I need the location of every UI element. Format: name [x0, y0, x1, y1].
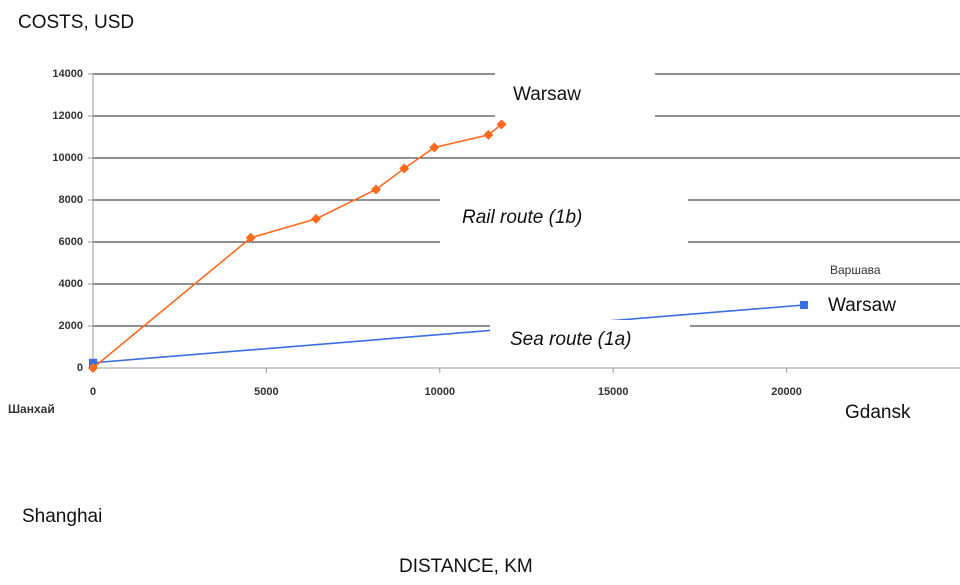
label-box	[440, 188, 688, 244]
point	[370, 184, 381, 195]
x-tick-label: 5000	[254, 386, 278, 398]
annotation: Варшава	[830, 263, 881, 277]
annotation: Warsaw	[513, 84, 581, 105]
y-tick-label: 6000	[59, 236, 83, 248]
point	[496, 119, 507, 130]
series-line	[92, 304, 805, 364]
x-tick-label: 15000	[598, 386, 629, 398]
y-tick-label: 14000	[52, 68, 83, 80]
x-tick-label: 20000	[771, 386, 802, 398]
point	[88, 363, 98, 373]
y-tick-label: 12000	[52, 110, 83, 122]
point	[799, 301, 808, 309]
point	[89, 358, 97, 367]
x-tick-label: 10000	[425, 386, 456, 398]
annotation: Шанхай	[8, 402, 55, 416]
label-box	[490, 320, 690, 362]
annotation: Gdansk	[845, 402, 911, 423]
point	[310, 213, 321, 224]
point	[429, 142, 440, 153]
y-tick-label: 4000	[59, 278, 83, 290]
legend-label: Rail route (1b)	[462, 207, 582, 228]
label-box	[810, 287, 950, 325]
point	[483, 129, 494, 140]
point	[245, 232, 256, 243]
series-line	[92, 123, 503, 369]
y-tick-label: 10000	[52, 152, 83, 164]
annotation: Shanghai	[22, 506, 102, 527]
label-box	[495, 72, 655, 120]
x-tick-label: 0	[90, 386, 96, 398]
y-tick-label: 2000	[59, 320, 83, 332]
annotation: Warsaw	[828, 295, 896, 316]
y-tick-label: 0	[77, 362, 83, 374]
y-tick-label: 8000	[59, 194, 83, 206]
point	[399, 163, 410, 174]
x-axis-label: DISTANCE, KM	[399, 556, 533, 577]
label-boxes	[440, 72, 950, 362]
legend-label: Sea route (1a)	[510, 329, 631, 350]
y-axis-label: COSTS, USD	[18, 12, 134, 33]
